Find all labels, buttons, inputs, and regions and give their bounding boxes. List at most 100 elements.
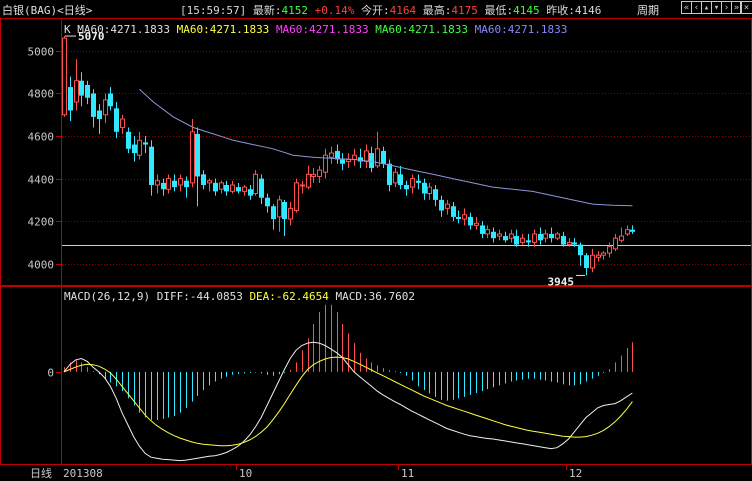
kline-y-axis: 4000 4200 4400 4600 4800 5000 xyxy=(28,46,61,272)
candle-body xyxy=(416,180,421,183)
close-icon[interactable]: × xyxy=(740,1,752,14)
candle-body xyxy=(462,214,467,220)
period-button[interactable]: 周期 xyxy=(637,4,659,17)
candle xyxy=(630,225,635,234)
macd-zero-axis: 0 xyxy=(47,367,61,380)
candle-body xyxy=(282,202,287,220)
quote-segment: [15:59:57] xyxy=(180,4,247,17)
candle xyxy=(230,180,235,194)
candle xyxy=(567,238,572,247)
high-price-label: 5070 xyxy=(78,30,105,43)
candlestick-series xyxy=(62,36,635,276)
candle xyxy=(572,238,577,247)
candle-body xyxy=(439,199,444,211)
quote-segment: 4152 xyxy=(281,4,308,17)
candle-body xyxy=(323,154,328,173)
candle xyxy=(456,210,461,224)
ma-legend-item: MA60:4271.1833 xyxy=(276,23,375,36)
candle-body xyxy=(137,139,142,156)
candle xyxy=(451,202,456,222)
candle-body xyxy=(578,244,583,256)
candle xyxy=(166,174,171,194)
candle-body xyxy=(381,150,386,164)
candle-body xyxy=(596,254,601,258)
candle xyxy=(294,178,299,213)
candle-body xyxy=(219,182,224,190)
candle xyxy=(91,89,96,128)
candle xyxy=(329,146,334,164)
candle-body xyxy=(195,133,200,177)
candle xyxy=(213,178,218,196)
candle xyxy=(282,199,287,237)
candle xyxy=(195,127,200,207)
candle-body xyxy=(427,186,432,194)
ma-legend-item: MA60:4271.1833 xyxy=(475,23,568,36)
candle xyxy=(358,148,363,168)
candle xyxy=(462,208,467,226)
candle-body xyxy=(410,178,415,188)
candle xyxy=(497,229,502,241)
macd-zero-label: 0 xyxy=(47,367,54,380)
candle-body xyxy=(97,110,102,120)
x-tick-label: 12 xyxy=(569,467,582,480)
candle xyxy=(532,229,537,247)
candle-body xyxy=(201,174,206,185)
macd-legend-text: MACD(26,12,9) DIFF:-44.0853 DEA:-62.4654… xyxy=(64,290,415,303)
candle xyxy=(271,204,276,230)
quote-segment: 最高: xyxy=(416,4,452,17)
candle-body xyxy=(172,180,177,188)
kline-y-tick-label: 4000 xyxy=(28,259,55,272)
candle xyxy=(103,93,108,124)
candle xyxy=(248,184,253,200)
diff-line xyxy=(63,341,633,462)
candle xyxy=(607,242,612,258)
candle xyxy=(236,182,241,194)
candle-body xyxy=(364,150,369,163)
quote-segment: +0.14% xyxy=(307,4,355,17)
candle-body xyxy=(468,216,473,226)
candle xyxy=(375,131,380,168)
candle-body xyxy=(601,252,606,256)
candle-body xyxy=(369,153,374,168)
candle-body xyxy=(143,142,148,145)
candle-body xyxy=(514,236,519,245)
x-tick-label: 11 xyxy=(401,467,414,480)
kline-legend-prefix: K xyxy=(64,23,77,36)
candle-body xyxy=(619,235,624,241)
candle-body xyxy=(480,225,485,234)
candle xyxy=(259,174,264,205)
x-start-label: 201308 xyxy=(63,467,103,480)
candle-body xyxy=(108,93,113,107)
quote-segment: 最低: xyxy=(477,4,514,17)
candle xyxy=(68,76,73,122)
candle xyxy=(137,131,142,160)
candle xyxy=(596,250,601,262)
candle xyxy=(439,195,444,217)
candle xyxy=(253,170,258,196)
candle xyxy=(543,229,548,243)
candle xyxy=(381,146,386,168)
candle xyxy=(514,229,519,247)
candle-body xyxy=(288,207,293,220)
candle-body xyxy=(630,229,635,232)
candle-body xyxy=(213,182,218,192)
candle-body xyxy=(184,180,189,188)
candle-body xyxy=(346,158,351,163)
quote-bar: 白银(BAG)<日线> [15:59:57] 最新:4152 +0.14% 今开… xyxy=(0,0,752,18)
candle-body xyxy=(132,144,137,154)
candle-body xyxy=(294,182,299,212)
candle-body xyxy=(259,178,264,198)
candle xyxy=(398,165,403,190)
candle xyxy=(62,36,67,117)
candle-body xyxy=(549,233,554,239)
candle xyxy=(509,229,514,243)
candle xyxy=(340,153,345,171)
candle xyxy=(143,136,148,154)
candle-body xyxy=(317,169,322,177)
candle xyxy=(335,144,340,164)
macd-legend-item: MACD:36.7602 xyxy=(336,290,415,303)
candle xyxy=(404,180,409,196)
last-page-icon[interactable]: » xyxy=(731,1,742,14)
candle-body xyxy=(509,233,514,239)
